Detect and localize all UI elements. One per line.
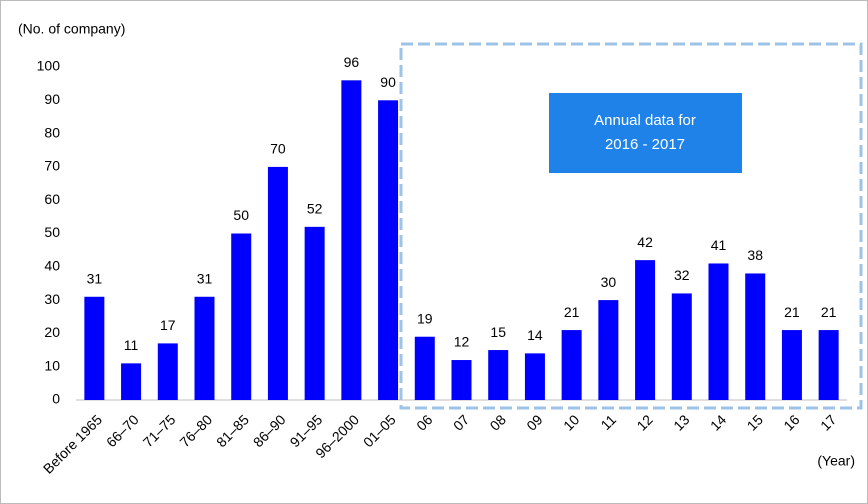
- bar: [671, 293, 692, 400]
- data-label: 21: [821, 304, 837, 320]
- y-tick-label: 80: [44, 124, 60, 140]
- bar: [745, 273, 766, 400]
- data-label: 31: [197, 270, 213, 286]
- y-axis-label: (No. of company): [18, 21, 125, 37]
- y-tick-label: 20: [44, 324, 60, 340]
- bar: [84, 296, 105, 400]
- bar: [414, 336, 435, 400]
- y-tick-label: 40: [44, 258, 60, 274]
- x-axis-label: (Year): [817, 453, 855, 469]
- y-tick-label: 50: [44, 224, 60, 240]
- y-tick-label: 10: [44, 357, 60, 373]
- data-label: 38: [747, 247, 763, 263]
- annotation: Annual data for 2016 - 2017: [549, 93, 742, 173]
- data-label: 50: [233, 207, 249, 223]
- data-label: 15: [490, 324, 506, 340]
- bar: [488, 350, 509, 400]
- y-tick-label: 0: [52, 391, 60, 407]
- bar: [524, 353, 545, 400]
- bar: [635, 260, 656, 400]
- bar: [708, 263, 729, 400]
- data-label: 41: [711, 237, 727, 253]
- data-label: 52: [307, 201, 323, 217]
- data-label: 30: [601, 274, 617, 290]
- annotation-line: 2016 - 2017: [605, 136, 685, 153]
- bar: [598, 300, 619, 400]
- bar: [341, 80, 362, 400]
- data-label: 70: [270, 141, 286, 157]
- bar: [267, 166, 288, 400]
- bar: [194, 296, 215, 400]
- bar: [451, 360, 472, 400]
- bar: [561, 330, 582, 400]
- data-label: 14: [527, 327, 543, 343]
- data-label: 11: [124, 337, 139, 353]
- data-label: 96: [344, 54, 360, 70]
- annotation-box: [549, 93, 742, 173]
- y-tick-label: 30: [44, 291, 60, 307]
- annotation-line: Annual data for: [594, 112, 696, 129]
- bar: [818, 330, 839, 400]
- data-label: 19: [417, 310, 433, 326]
- bar: [781, 330, 802, 400]
- data-label: 21: [564, 304, 580, 320]
- bar: [157, 343, 178, 400]
- highlight-box: [399, 42, 863, 410]
- data-label: 17: [160, 317, 176, 333]
- data-label: 12: [454, 334, 470, 350]
- y-tick-label: 70: [44, 158, 60, 174]
- y-tick-label: 60: [44, 191, 60, 207]
- data-label: 21: [784, 304, 800, 320]
- y-tick-label: 100: [37, 58, 61, 74]
- bar: [231, 233, 252, 400]
- bar: [121, 363, 142, 400]
- bar: [378, 100, 399, 401]
- data-label: 42: [637, 234, 653, 250]
- data-label: 90: [380, 74, 396, 90]
- data-label: 31: [87, 270, 103, 286]
- y-tick-label: 90: [44, 91, 60, 107]
- bar: [304, 226, 325, 400]
- data-label: 32: [674, 267, 690, 283]
